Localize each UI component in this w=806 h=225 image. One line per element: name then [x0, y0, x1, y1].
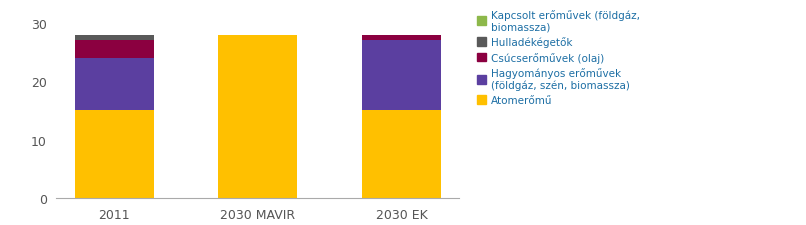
Bar: [75, 41, 154, 59]
Bar: [75, 111, 154, 198]
Bar: [75, 59, 154, 111]
Bar: [362, 111, 441, 198]
Bar: [75, 35, 154, 41]
Bar: [218, 35, 297, 198]
Bar: [362, 35, 441, 41]
Legend: Kapcsolt erőművek (földgáz,
biomassza), Hulladékégetők, Csúcserőművek (olaj), Ha: Kapcsolt erőművek (földgáz, biomassza), …: [476, 10, 640, 106]
Bar: [362, 41, 441, 111]
